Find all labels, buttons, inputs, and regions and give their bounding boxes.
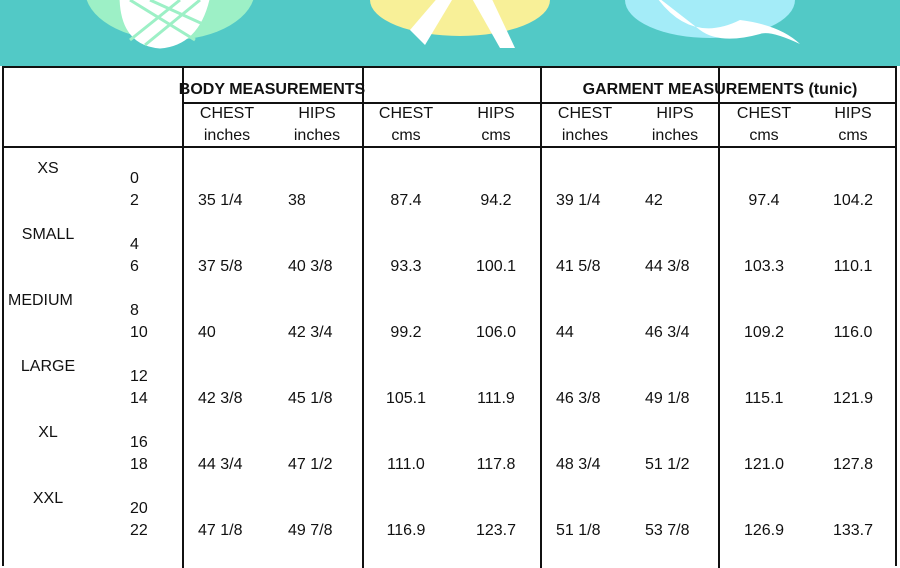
- column-header-unit: inches: [561, 127, 609, 144]
- column-header-unit: cms: [749, 127, 779, 144]
- column-header-name: HIPS: [298, 105, 336, 122]
- column-header-unit: inches: [203, 127, 251, 144]
- measurement-cell: 37 5/8: [198, 258, 243, 275]
- column-header-name: HIPS: [834, 105, 872, 122]
- measurement-cell: 42 3/8: [198, 390, 243, 407]
- measurement-cell: 44 3/4: [198, 456, 243, 473]
- pineapple-icon: [86, 0, 254, 49]
- size-number: 2: [130, 192, 139, 209]
- measurement-cell: 53 7/8: [645, 522, 690, 539]
- measurement-cell: 46 3/4: [645, 324, 690, 341]
- measurement-cell: 115.1: [744, 390, 784, 407]
- measurement-cell: 106.0: [475, 324, 517, 341]
- size-chart-table: BODY MEASUREMENTS GARMENT MEASUREMENTS (t…: [2, 66, 897, 568]
- measurement-cell: 51 1/8: [556, 522, 601, 539]
- column-divider: [718, 68, 720, 568]
- measurement-cell: 87.4: [390, 192, 422, 209]
- column-header-unit: cms: [838, 127, 868, 144]
- column-header-name: HIPS: [477, 105, 515, 122]
- measurement-cell: 97.4: [748, 192, 780, 209]
- column-divider: [362, 68, 364, 568]
- size-number: 8: [130, 302, 139, 319]
- measurement-cell: 35 1/4: [198, 192, 243, 209]
- measurement-cell: 45 1/8: [288, 390, 333, 407]
- measurement-cell: 40: [198, 324, 216, 341]
- size-number: 22: [130, 522, 148, 539]
- measurement-cell: 51 1/2: [645, 456, 690, 473]
- measurement-cell: 46 3/8: [556, 390, 601, 407]
- group-header: GARMENT MEASUREMENTS (tunic): [582, 81, 858, 98]
- measurement-cell: 111.9: [477, 390, 515, 407]
- size-number: 18: [130, 456, 148, 473]
- size-label: SMALL: [21, 226, 75, 243]
- measurement-cell: 38: [288, 192, 306, 209]
- measurement-cell: 47 1/2: [288, 456, 333, 473]
- measurement-cell: 103.3: [743, 258, 785, 275]
- size-number: 6: [130, 258, 139, 275]
- starfish-icon: [370, 0, 550, 48]
- measurement-cell: 93.3: [390, 258, 422, 275]
- measurement-cell: 39 1/4: [556, 192, 601, 209]
- size-number: 12: [130, 368, 148, 385]
- size-label: MEDIUM: [8, 292, 73, 309]
- size-number: 0: [130, 170, 139, 187]
- banner-art: [86, 0, 800, 49]
- measurement-cell: 110.1: [833, 258, 873, 275]
- group-header: BODY MEASUREMENTS: [178, 81, 366, 98]
- column-header-name: CHEST: [557, 105, 613, 122]
- measurement-cell: 41 5/8: [556, 258, 601, 275]
- measurement-cell: 116.0: [833, 324, 873, 341]
- measurement-cell: 105.1: [385, 390, 427, 407]
- banner: [0, 0, 900, 66]
- size-number: 4: [130, 236, 139, 253]
- measurement-cell: 109.2: [743, 324, 785, 341]
- size-label: XL: [38, 424, 58, 441]
- column-header-name: CHEST: [199, 105, 255, 122]
- size-number: 10: [130, 324, 148, 341]
- size-number: 20: [130, 500, 148, 517]
- measurement-cell: 104.2: [832, 192, 874, 209]
- wave-icon: [625, 0, 800, 44]
- measurement-cell: 42: [645, 192, 663, 209]
- column-header-unit: cms: [391, 127, 421, 144]
- measurement-cell: 94.2: [480, 192, 512, 209]
- measurement-cell: 47 1/8: [198, 522, 243, 539]
- column-header-unit: inches: [651, 127, 699, 144]
- measurement-cell: 121.9: [832, 390, 874, 407]
- column-header-name: CHEST: [378, 105, 434, 122]
- measurement-cell: 99.2: [390, 324, 422, 341]
- measurement-cell: 100.1: [475, 258, 517, 275]
- measurement-cell: 133.7: [832, 522, 874, 539]
- measurement-cell: 127.8: [832, 456, 874, 473]
- measurement-cell: 40 3/8: [288, 258, 333, 275]
- group-header-divider: [182, 102, 897, 104]
- measurement-cell: 44 3/8: [645, 258, 690, 275]
- measurement-cell: 49 7/8: [288, 522, 333, 539]
- size-number: 16: [130, 434, 148, 451]
- measurement-cell: 44: [556, 324, 574, 341]
- size-label: XXL: [32, 490, 64, 507]
- column-header-unit: cms: [481, 127, 511, 144]
- column-header-name: CHEST: [736, 105, 792, 122]
- measurement-cell: 117.8: [476, 456, 516, 473]
- column-header-name: HIPS: [656, 105, 694, 122]
- size-label: LARGE: [20, 358, 76, 375]
- measurement-cell: 42 3/4: [288, 324, 333, 341]
- measurement-cell: 116.9: [386, 522, 426, 539]
- measurement-cell: 121.0: [743, 456, 785, 473]
- size-label: XS: [37, 160, 59, 177]
- header-divider: [4, 146, 897, 148]
- column-divider: [182, 68, 184, 568]
- column-header-unit: inches: [293, 127, 341, 144]
- size-number: 14: [130, 390, 148, 407]
- measurement-cell: 126.9: [743, 522, 785, 539]
- measurement-cell: 111.0: [387, 456, 425, 473]
- measurement-cell: 123.7: [475, 522, 517, 539]
- measurement-cell: 48 3/4: [556, 456, 601, 473]
- column-divider: [540, 68, 542, 568]
- measurement-cell: 49 1/8: [645, 390, 690, 407]
